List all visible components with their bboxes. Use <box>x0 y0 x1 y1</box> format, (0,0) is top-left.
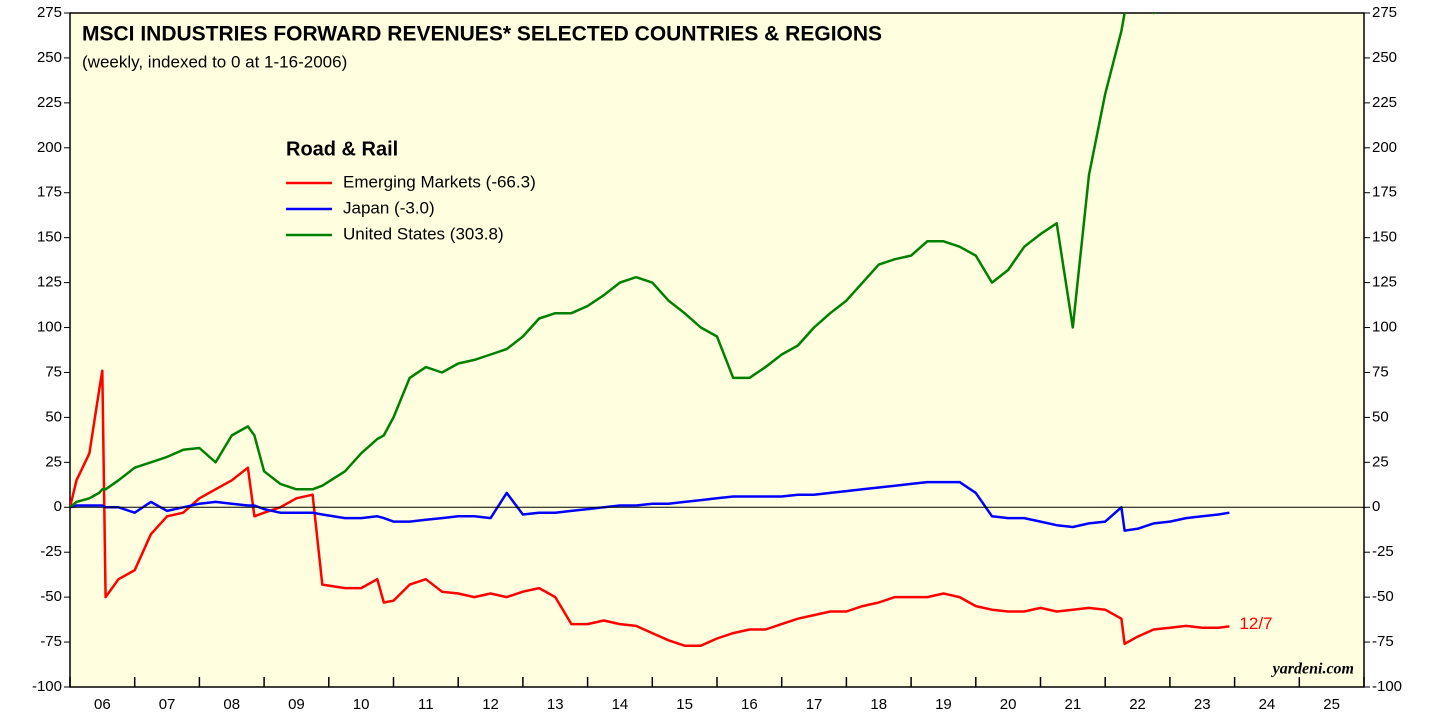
source: yardeni.com <box>1271 661 1354 678</box>
y2-tick-label: -75 <box>1372 633 1394 650</box>
x-tick-label: 23 <box>1194 696 1211 713</box>
x-tick-label: 20 <box>1000 696 1017 713</box>
x-tick-label: 18 <box>870 696 887 713</box>
legend-title: Road & Rail <box>286 138 398 160</box>
lines <box>70 13 1230 647</box>
y2-tick-label: -100 <box>1372 678 1402 695</box>
y-tick-label: 250 <box>37 49 62 66</box>
y-tick-label: -50 <box>40 588 62 605</box>
y2-tick-label: 75 <box>1372 363 1389 380</box>
series-line <box>70 13 1157 509</box>
y2-tick-label: 250 <box>1372 49 1397 66</box>
y-tick-label: -100 <box>32 678 62 695</box>
legend-label: United States (303.8) <box>343 224 504 243</box>
y2-tick-label: 0 <box>1372 498 1380 515</box>
x-tick-label: 14 <box>612 696 629 713</box>
y-tick-label: 125 <box>37 274 62 291</box>
y2-tick-label: 200 <box>1372 139 1397 156</box>
y-tick-label: 150 <box>37 229 62 246</box>
series-line <box>70 480 1230 532</box>
y-tick-label: 25 <box>45 453 62 470</box>
y-tick-label: 225 <box>37 94 62 111</box>
y2-tick-label: 150 <box>1372 229 1397 246</box>
y2-tick-label: 125 <box>1372 274 1397 291</box>
y-tick-label: 175 <box>37 184 62 201</box>
legend-label: Japan (-3.0) <box>343 198 435 217</box>
legend-label: Emerging Markets (-66.3) <box>343 172 536 191</box>
x-tick-label: 09 <box>288 696 305 713</box>
x-tick-label: 25 <box>1323 696 1340 713</box>
y2-tick-label: 25 <box>1372 453 1389 470</box>
x-tick-label: 10 <box>353 696 370 713</box>
x-tick-label: 13 <box>547 696 564 713</box>
y-tick-label: 0 <box>54 498 62 515</box>
end-label: 12/7 <box>1239 614 1272 633</box>
y2-tick-label: -25 <box>1372 543 1394 560</box>
y-tick-label: 50 <box>45 408 62 425</box>
x-tick-label: 17 <box>806 696 823 713</box>
x-tick-label: 22 <box>1129 696 1146 713</box>
plot-area <box>69 12 1365 688</box>
chart-title: MSCI INDUSTRIES FORWARD REVENUES* SELECT… <box>82 23 882 46</box>
y2-tick-label: -50 <box>1372 588 1394 605</box>
y-tick-label: 275 <box>37 4 62 21</box>
x-tick-label: 12 <box>482 696 499 713</box>
x-tick-label: 16 <box>741 696 758 713</box>
x-tick-label: 11 <box>418 696 434 713</box>
y2-tick-label: 225 <box>1372 94 1397 111</box>
y2-tick-label: 175 <box>1372 184 1397 201</box>
x-tick-label: 21 <box>1065 696 1082 713</box>
y2-tick-label: 275 <box>1372 4 1397 21</box>
x-tick-label: 15 <box>676 696 693 713</box>
x-tick-label: 24 <box>1259 696 1276 713</box>
series-line <box>70 369 1230 647</box>
y-tick-label: -75 <box>40 633 62 650</box>
y2-tick-label: 50 <box>1372 408 1389 425</box>
y-tick-label: -25 <box>40 543 62 560</box>
x-tick-label: 19 <box>935 696 952 713</box>
y-tick-label: 75 <box>45 363 62 380</box>
y-tick-label: 200 <box>37 139 62 156</box>
x-tick-label: 06 <box>94 696 111 713</box>
y-tick-label: 100 <box>37 319 62 336</box>
y2-tick-label: 100 <box>1372 319 1397 336</box>
chart-subtitle: (weekly, indexed to 0 at 1-16-2006) <box>82 52 347 71</box>
x-tick-label: 07 <box>159 696 176 713</box>
x-tick-label: 08 <box>223 696 240 713</box>
